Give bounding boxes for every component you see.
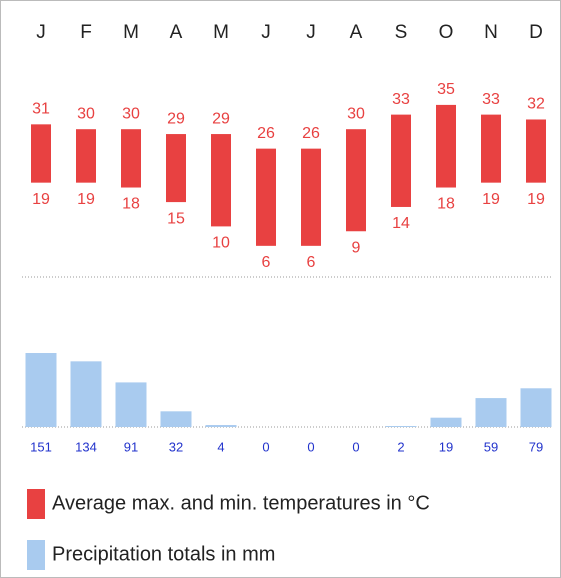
- max-label: 33: [482, 91, 500, 108]
- month-label: M: [213, 22, 229, 43]
- min-label: 18: [437, 196, 455, 213]
- min-label: 9: [352, 239, 361, 256]
- min-label: 10: [212, 235, 230, 252]
- month-label: A: [170, 22, 183, 43]
- min-label: 15: [167, 210, 185, 227]
- legend-swatch: [27, 540, 45, 570]
- month-label: J: [36, 22, 46, 43]
- precipitation-bar: [25, 353, 57, 427]
- precipitation-label: 134: [75, 439, 97, 454]
- month-label: J: [261, 22, 271, 43]
- precipitation-bar: [520, 388, 552, 427]
- precipitation-bar: [70, 361, 102, 427]
- month-label: S: [395, 22, 408, 43]
- max-label: 30: [77, 105, 95, 122]
- precipitation-bar: [430, 417, 462, 427]
- precipitation-label: 32: [169, 439, 183, 454]
- precipitation-bar: [205, 425, 237, 427]
- precipitation-label: 19: [439, 439, 453, 454]
- legend-label: Average max. and min. temperatures in °C: [52, 492, 430, 514]
- month-label: D: [529, 22, 543, 43]
- legend-swatch: [27, 489, 45, 519]
- temperature-bar: [391, 114, 411, 207]
- precipitation-label: 0: [307, 439, 314, 454]
- precipitation-label: 2: [397, 439, 404, 454]
- precipitation-label: 59: [484, 439, 498, 454]
- min-label: 6: [262, 254, 271, 271]
- precipitation-label: 0: [262, 439, 269, 454]
- precipitation-bar: [160, 411, 192, 427]
- min-label: 19: [527, 191, 545, 208]
- temperature-bar: [76, 129, 96, 183]
- max-label: 26: [302, 125, 320, 142]
- temperature-bar: [256, 148, 276, 246]
- temperature-bar: [526, 119, 546, 183]
- max-label: 31: [32, 101, 50, 118]
- precipitation-bar: [115, 382, 147, 427]
- max-label: 29: [212, 110, 230, 127]
- temperature-bar: [436, 104, 456, 188]
- min-label: 18: [122, 196, 140, 213]
- temperature-bar: [301, 148, 321, 246]
- month-label: F: [80, 22, 92, 43]
- precipitation-label: 0: [352, 439, 359, 454]
- temperature-bar: [31, 124, 51, 183]
- precipitation-label: 79: [529, 439, 543, 454]
- max-label: 35: [437, 81, 455, 98]
- month-label: N: [484, 22, 498, 43]
- max-label: 32: [527, 96, 545, 113]
- min-label: 19: [32, 191, 50, 208]
- temperature-bar: [211, 134, 231, 227]
- max-label: 30: [347, 105, 365, 122]
- temperature-bar: [166, 134, 186, 203]
- max-label: 26: [257, 125, 275, 142]
- max-label: 33: [392, 91, 410, 108]
- temperature-bar: [481, 114, 501, 183]
- precipitation-label: 91: [124, 439, 138, 454]
- min-label: 6: [307, 254, 316, 271]
- precipitation-bar: [385, 426, 417, 427]
- min-label: 19: [482, 191, 500, 208]
- month-label: M: [123, 22, 139, 43]
- precipitation-bar: [475, 398, 507, 427]
- month-label: O: [439, 22, 454, 43]
- month-label: A: [350, 22, 363, 43]
- month-label: J: [306, 22, 316, 43]
- min-label: 19: [77, 191, 95, 208]
- temperature-bar: [121, 129, 141, 188]
- min-label: 14: [392, 215, 410, 232]
- legend-label: Precipitation totals in mm: [52, 543, 275, 565]
- max-label: 29: [167, 110, 185, 127]
- precipitation-label: 151: [30, 439, 52, 454]
- precipitation-label: 4: [217, 439, 224, 454]
- temperature-bar: [346, 129, 366, 232]
- max-label: 30: [122, 105, 140, 122]
